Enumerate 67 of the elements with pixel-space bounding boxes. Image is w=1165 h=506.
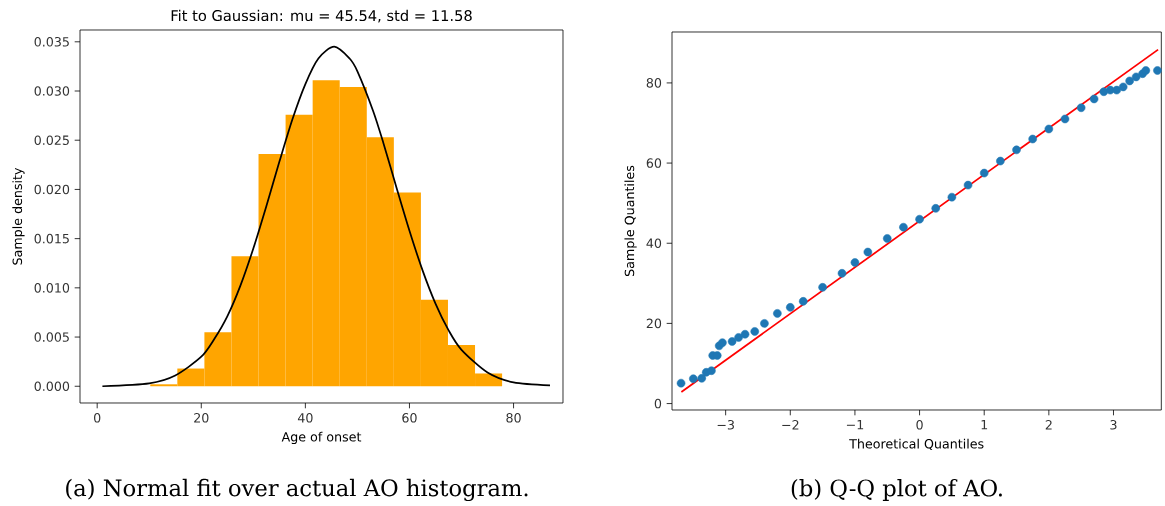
point (1076, 103, 1086, 113)
point (1131, 72, 1141, 82)
y-tick-label: 0.035 (34, 37, 69, 47)
point (689, 374, 698, 383)
y-tick-label: 20 (646, 318, 662, 329)
point (996, 156, 1005, 166)
point (850, 258, 860, 267)
point (863, 247, 873, 257)
y-tick-label: 0.010 (34, 283, 70, 293)
y-tick-label: 40 (646, 238, 662, 249)
point (676, 378, 686, 388)
x-tick-label: 3 (1110, 420, 1117, 430)
point (1141, 66, 1151, 75)
point (773, 309, 782, 318)
y-tick-label: 0.025 (34, 135, 69, 146)
point (697, 374, 706, 383)
x-tick-label: −2 (782, 420, 799, 430)
y-tick-label: 80 (646, 78, 662, 88)
point (727, 337, 737, 346)
y-tick-label: 60 (646, 158, 662, 168)
line-series (101, 45, 551, 388)
text: (a) Normal fit over actual AO histogram. (66, 478, 528, 502)
point (1089, 94, 1099, 104)
x-tick-label: −3 (717, 420, 734, 430)
x-tick-label: 80 (506, 413, 521, 423)
x-tick-label: 2 (1045, 420, 1052, 430)
y-tick-label: 0.005 (34, 332, 69, 342)
y-tick-label: 0.000 (34, 381, 70, 392)
point (740, 329, 750, 339)
y-tick-label: 0 (654, 398, 662, 409)
point (979, 168, 989, 178)
y-tick-label: 0.020 (34, 184, 70, 195)
point (750, 327, 760, 336)
point (1044, 124, 1054, 134)
point (963, 180, 973, 190)
point (1125, 76, 1134, 86)
point (786, 303, 795, 312)
point (718, 338, 727, 347)
x-tick-label: 60 (402, 413, 417, 423)
point (915, 214, 924, 224)
y-tick-label: 0.015 (34, 233, 69, 244)
y-tick-label: 0.030 (34, 86, 70, 96)
point (931, 204, 940, 213)
y-axis-title: Sample Quantiles (624, 165, 637, 277)
x-tick-label: 20 (194, 413, 209, 423)
point (1118, 82, 1128, 92)
x-tick-label: −1 (846, 420, 864, 430)
chart-title: Fit to Gaussian: mu = 45.54, std = 11.58 (171, 9, 472, 23)
point (798, 297, 808, 306)
point (947, 192, 957, 202)
x-axis-title: Age of onset (281, 431, 362, 445)
x-tick-label: 0 (916, 420, 923, 430)
point (837, 269, 847, 278)
point (899, 222, 908, 232)
point (882, 234, 892, 243)
x-tick-label: 0 (93, 413, 101, 423)
point (818, 283, 827, 292)
y-axis-title: Sample density (12, 167, 25, 265)
point (1060, 114, 1070, 124)
x-tick-label: 1 (981, 420, 988, 430)
point (1012, 145, 1021, 155)
point (760, 319, 769, 328)
x-axis-title: Theoretical Quantiles (849, 438, 984, 451)
point (707, 366, 716, 375)
x-tick-label: 40 (297, 413, 313, 423)
point (1028, 134, 1037, 144)
text: (b) Q-Q plot of AO. (791, 479, 1002, 501)
